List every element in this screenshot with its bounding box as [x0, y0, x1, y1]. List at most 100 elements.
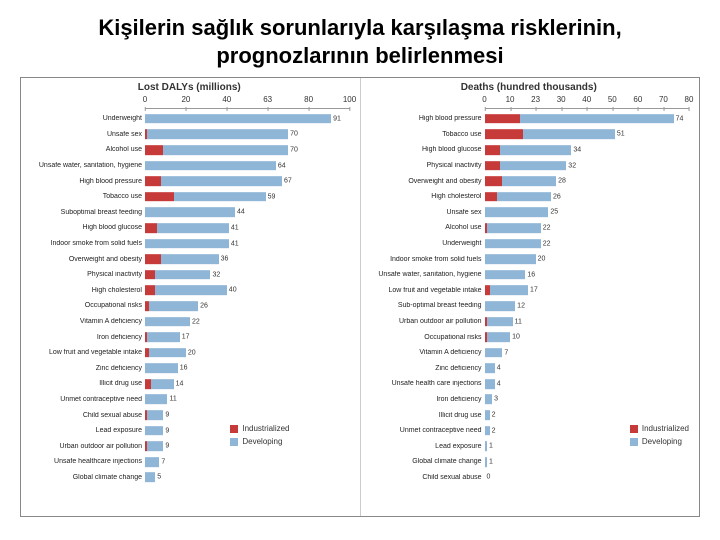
- table-row: Indoor smoke from solid fuels 20: [365, 251, 694, 267]
- bar-developing: [523, 130, 615, 140]
- bar-value: 1: [489, 458, 493, 465]
- axis-tick: 0: [143, 95, 147, 104]
- bar-track: 34: [485, 142, 690, 158]
- table-row: Indoor smoke from solid fuels41: [25, 236, 354, 252]
- legend-label: Developing: [642, 437, 682, 446]
- bar-track: 20: [485, 251, 690, 267]
- row-label: Unsafe sex: [365, 209, 485, 216]
- row-label: Underweight: [25, 115, 145, 122]
- right-axis: 01023304050607080: [485, 95, 690, 109]
- table-row: Unsafe healthcare injections7: [25, 454, 354, 470]
- table-row: Illicit drug use2: [365, 407, 694, 423]
- bar-developing: [485, 379, 495, 389]
- table-row: Vitamin A deficiency22: [25, 314, 354, 330]
- legend-swatch-icon: [630, 438, 638, 446]
- bar-industrialized: [145, 223, 157, 233]
- table-row: Unmet contraceptive need11: [25, 392, 354, 408]
- bar-track: 7: [145, 454, 350, 470]
- bar-value: 41: [231, 240, 239, 247]
- table-row: High cholesterol26: [365, 189, 694, 205]
- row-label: Iron deficiency: [25, 334, 145, 341]
- legend-label: Developing: [242, 437, 282, 446]
- bar-track: 59: [145, 189, 350, 205]
- table-row: Occupational risks26: [25, 298, 354, 314]
- bar-value: 44: [237, 209, 245, 216]
- row-label: Urban outdoor air pollution: [365, 318, 485, 325]
- bar-value: 11: [515, 318, 522, 325]
- table-row: Urban outdoor air pollution9: [25, 438, 354, 454]
- axis-tick: 80: [304, 95, 313, 104]
- bar-value: 7: [504, 349, 508, 356]
- table-row: High blood pressure67: [25, 173, 354, 189]
- bar-track: 51: [485, 127, 690, 143]
- bar-value: 9: [165, 443, 169, 450]
- bar-value: 70: [290, 131, 298, 138]
- bar-track: 28: [485, 173, 690, 189]
- row-label: Low fruit and vegetable intake: [365, 287, 485, 294]
- axis-tick: 40: [222, 95, 231, 104]
- bar-value: 1: [489, 443, 493, 450]
- bar-developing: [147, 130, 288, 140]
- bar-industrialized: [485, 114, 521, 124]
- table-row: Low fruit and vegetable intake17: [365, 283, 694, 299]
- table-row: Underweight22: [365, 236, 694, 252]
- bar-industrialized: [145, 286, 155, 296]
- legend-item-developing: Developing: [630, 437, 689, 446]
- bar-value: 64: [278, 162, 286, 169]
- bar-track: 36: [145, 251, 350, 267]
- legend-item-industrialized: Industrialized: [630, 424, 689, 433]
- legend-swatch-icon: [230, 425, 238, 433]
- bar-track: 26: [485, 189, 690, 205]
- bar-track: 5: [145, 470, 350, 486]
- axis-tick: 80: [685, 95, 694, 104]
- bar-value: 9: [165, 427, 169, 434]
- row-label: Lead exposure: [365, 443, 485, 450]
- bar-track: 32: [145, 267, 350, 283]
- left-rows: Underweight91Unsafe sex70Alcohol use70Un…: [25, 111, 354, 485]
- bar-value: 36: [221, 256, 229, 263]
- bar-value: 10: [512, 334, 520, 341]
- bar-value: 40: [229, 287, 237, 294]
- table-row: Unsafe water, sanitation, hygiene16: [365, 267, 694, 283]
- table-row: Lead exposure 9: [25, 423, 354, 439]
- bar-value: 20: [188, 349, 196, 356]
- bar-track: 22: [485, 236, 690, 252]
- bar-value: 5: [157, 474, 161, 481]
- row-label: Overweight and obesity: [25, 256, 145, 263]
- row-label: Low fruit and vegetable intake: [25, 349, 145, 356]
- bar-track: 17: [145, 329, 350, 345]
- bar-developing: [497, 192, 551, 202]
- bar-track: 4: [485, 376, 690, 392]
- row-label: Indoor smoke from solid fuels: [365, 256, 485, 263]
- bar-developing: [485, 395, 493, 405]
- bar-developing: [490, 286, 528, 296]
- row-label: Unsafe sex: [25, 131, 145, 138]
- bar-track: 9: [145, 407, 350, 423]
- bar-developing: [145, 395, 167, 405]
- bar-value: 32: [212, 271, 220, 278]
- bar-developing: [151, 379, 173, 389]
- row-label: Unmet contraceptive need: [365, 427, 485, 434]
- row-label: Physical inactivity: [365, 162, 485, 169]
- bar-value: 70: [290, 146, 298, 153]
- bar-industrialized: [485, 161, 500, 171]
- row-label: Sub-optimal breast feeding: [365, 302, 485, 309]
- bar-value: 20: [538, 256, 546, 263]
- axis-tick: 100: [343, 95, 356, 104]
- bar-track: 32: [485, 158, 690, 174]
- charts-container: Lost DALYs (millions) 020406380100 Under…: [20, 77, 700, 517]
- bar-developing: [145, 317, 190, 327]
- bar-track: 11: [145, 392, 350, 408]
- left-legend: Industrialized Developing: [230, 424, 289, 446]
- bar-developing: [145, 363, 178, 373]
- bar-developing: [145, 208, 235, 218]
- bar-developing: [485, 254, 536, 264]
- row-label: Lead exposure: [25, 427, 145, 434]
- legend-label: Industrialized: [642, 424, 689, 433]
- row-label: Vitamin A deficiency: [25, 318, 145, 325]
- bar-track: 74: [485, 111, 690, 127]
- table-row: Illicit drug use14: [25, 376, 354, 392]
- bar-value: 9: [165, 412, 169, 419]
- bar-developing: [485, 301, 516, 311]
- table-row: Suboptimal breast feeding44: [25, 205, 354, 221]
